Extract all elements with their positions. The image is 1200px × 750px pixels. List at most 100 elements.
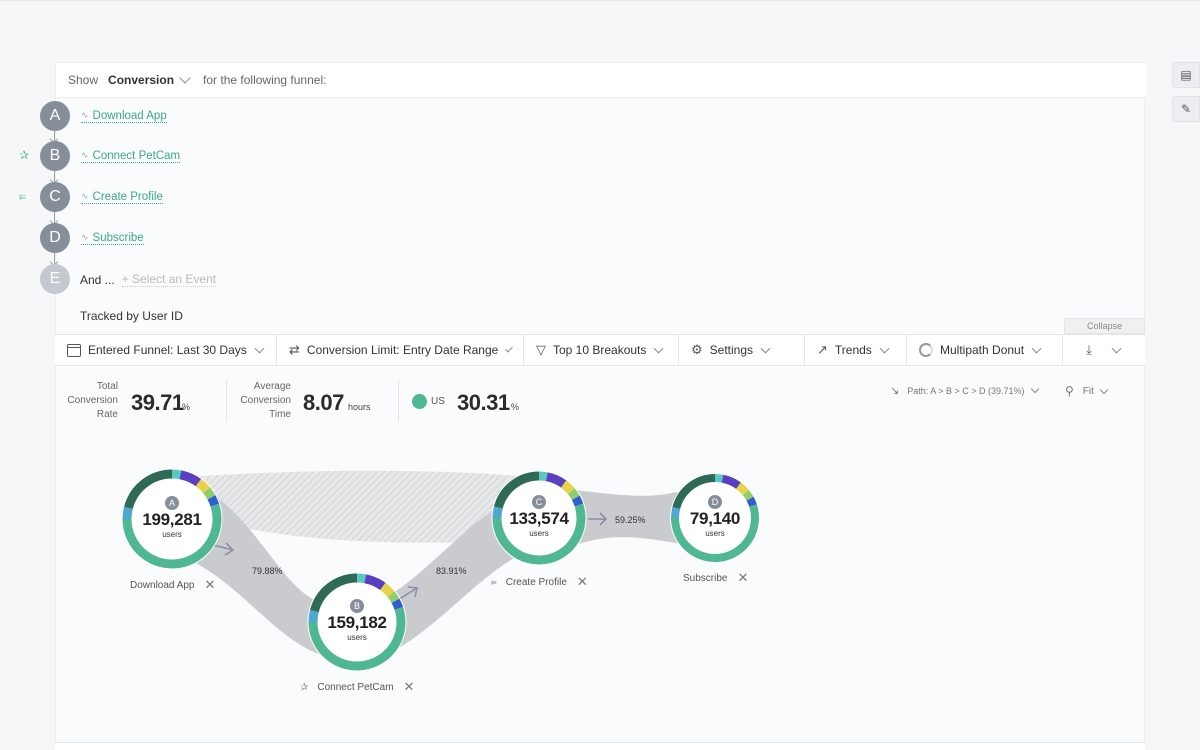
node-letter-badge <box>708 495 722 509</box>
date-range-dropdown[interactable]: Entered Funnel: Last 30 Days <box>55 335 277 365</box>
close-icon[interactable]: ✕ <box>576 574 588 589</box>
donut-segment <box>672 474 716 510</box>
step-event-label: Create Profile <box>92 190 163 203</box>
segment-value: 30.31 <box>457 390 510 415</box>
donut-segment <box>207 495 220 507</box>
settings-label: Settings <box>709 343 754 357</box>
donut-segment <box>736 482 749 496</box>
node-label-subscribe: Subscribe ✕ <box>683 570 748 586</box>
show-label: Show <box>68 73 99 87</box>
donut-segment <box>671 504 759 562</box>
trend-line-icon: ↗ <box>817 342 828 357</box>
step-letter: B <box>40 141 70 171</box>
node-label-text: Connect PetCam <box>317 681 394 693</box>
pin-outline-icon[interactable]: ✰ <box>300 681 309 693</box>
step-event-link[interactable]: ∿ Download App <box>81 110 167 123</box>
node-label-connect-petcam: ✰ Connect PetCam ✕ <box>300 679 414 695</box>
donut-segment <box>567 488 580 501</box>
zoom-fit-dropdown[interactable]: ⚲ Fit <box>1065 384 1109 398</box>
node-users-unit: users <box>162 530 182 539</box>
library-icon[interactable]: ▤ <box>1172 62 1200 88</box>
node-user-count: 133,574 <box>509 509 569 528</box>
settings-dropdown[interactable]: ⚙ Settings <box>679 335 805 365</box>
node-label-text: Subscribe <box>683 572 728 584</box>
node-letter-badge <box>350 599 364 613</box>
donut-segment <box>124 469 173 510</box>
donut-segment <box>203 487 216 500</box>
donut-node-a[interactable] <box>121 468 223 570</box>
step-letter: D <box>40 223 70 253</box>
trends-label: Trends <box>834 343 872 357</box>
avg-conversion-label: Average Conversion Time <box>240 381 291 420</box>
export-dropdown[interactable]: ⤓ <box>1063 335 1143 365</box>
step-event-link[interactable]: ∿ Subscribe <box>81 232 144 245</box>
donut-segment <box>195 478 211 494</box>
sparkline-icon: ∿ <box>81 191 89 201</box>
donut-node-c[interactable] <box>491 470 587 566</box>
view-type-dropdown[interactable]: Multipath Donut <box>907 335 1063 365</box>
pin-icon[interactable]: ⫢ <box>19 189 26 203</box>
node-letter: A <box>168 498 175 508</box>
donut-segment <box>714 474 724 483</box>
step-connector <box>54 130 55 141</box>
donut-segment <box>560 480 575 495</box>
step-a: A ∿ Download App <box>40 101 167 131</box>
top-border <box>0 0 1200 1</box>
conversion-rate-b-c: 83.91% <box>436 566 467 576</box>
donut-segment <box>746 496 757 507</box>
fit-label: Fit <box>1082 385 1094 397</box>
avg-conversion-value: 8.07 <box>303 390 344 415</box>
node-letter: C <box>535 497 543 507</box>
calendar-icon <box>67 343 81 357</box>
flow-arrow <box>588 512 608 526</box>
donut-segment <box>571 495 584 507</box>
flow-band-a-b <box>190 490 340 660</box>
tracked-by-label[interactable]: Tracked by User ID <box>80 309 183 323</box>
view-type-label: Multipath Donut <box>940 343 1025 357</box>
swap-arrows-icon: ⇄ <box>289 342 300 357</box>
step-event-label: Download App <box>92 109 167 122</box>
segment-unit: % <box>511 402 520 412</box>
donut-segment <box>310 573 358 613</box>
pin-icon[interactable]: ⫢ <box>491 576 497 588</box>
node-label-text: Download App <box>130 579 195 591</box>
donut-segment <box>721 474 741 489</box>
pin-outline-icon[interactable]: ✰ <box>19 148 30 162</box>
add-step-row: And ... + Select an Event <box>80 272 217 287</box>
donut-segment <box>356 573 367 584</box>
step-event-link[interactable]: ∿ Connect PetCam <box>81 150 181 163</box>
donut-node-d[interactable] <box>670 473 760 563</box>
node-letter: B <box>353 601 360 611</box>
step-event-link[interactable]: ∿ Create Profile <box>81 191 163 204</box>
donut-icon <box>919 343 933 357</box>
conversion-limit-dropdown[interactable]: ⇄ Conversion Limit: Entry Date Range <box>277 335 524 365</box>
node-users-unit: users <box>705 529 725 538</box>
query-toolbar: Entered Funnel: Last 30 Days ⇄ Conversio… <box>55 334 1145 366</box>
step-connector <box>54 212 55 223</box>
close-icon[interactable]: ✕ <box>204 577 216 592</box>
trends-dropdown[interactable]: ↗ Trends <box>805 335 907 365</box>
select-event-link[interactable]: + Select an Event <box>121 272 217 287</box>
close-icon[interactable]: ✕ <box>737 570 749 585</box>
donut-segment <box>391 598 404 610</box>
donut-segment <box>387 591 400 604</box>
collapse-button[interactable]: Collapse <box>1064 318 1145 334</box>
sparkline-icon: ∿ <box>81 150 89 160</box>
donut-segment <box>308 607 406 671</box>
donut-node-b[interactable] <box>307 572 407 672</box>
stat-divider <box>226 380 227 422</box>
flow-band-c-d <box>575 490 690 545</box>
segment-label: US <box>431 396 445 407</box>
path-dropdown[interactable]: ↘ Path: A > B > C > D (39.71%) <box>890 384 1039 397</box>
node-users-unit: users <box>529 529 549 538</box>
breakouts-label: Top 10 Breakouts <box>553 343 647 357</box>
metric-value: Conversion <box>108 73 175 87</box>
conversion-rate-a-b: 79.88% <box>252 566 283 576</box>
donut-segment <box>308 609 319 623</box>
step-letter: A <box>40 101 70 131</box>
breakouts-dropdown[interactable]: ▽ Top 10 Breakouts <box>524 335 679 365</box>
conversion-rate-c-d: 59.25% <box>615 515 646 525</box>
donut-segment <box>671 507 681 519</box>
metric-dropdown[interactable]: Conversion <box>108 72 191 87</box>
close-icon[interactable]: ✕ <box>403 679 415 694</box>
